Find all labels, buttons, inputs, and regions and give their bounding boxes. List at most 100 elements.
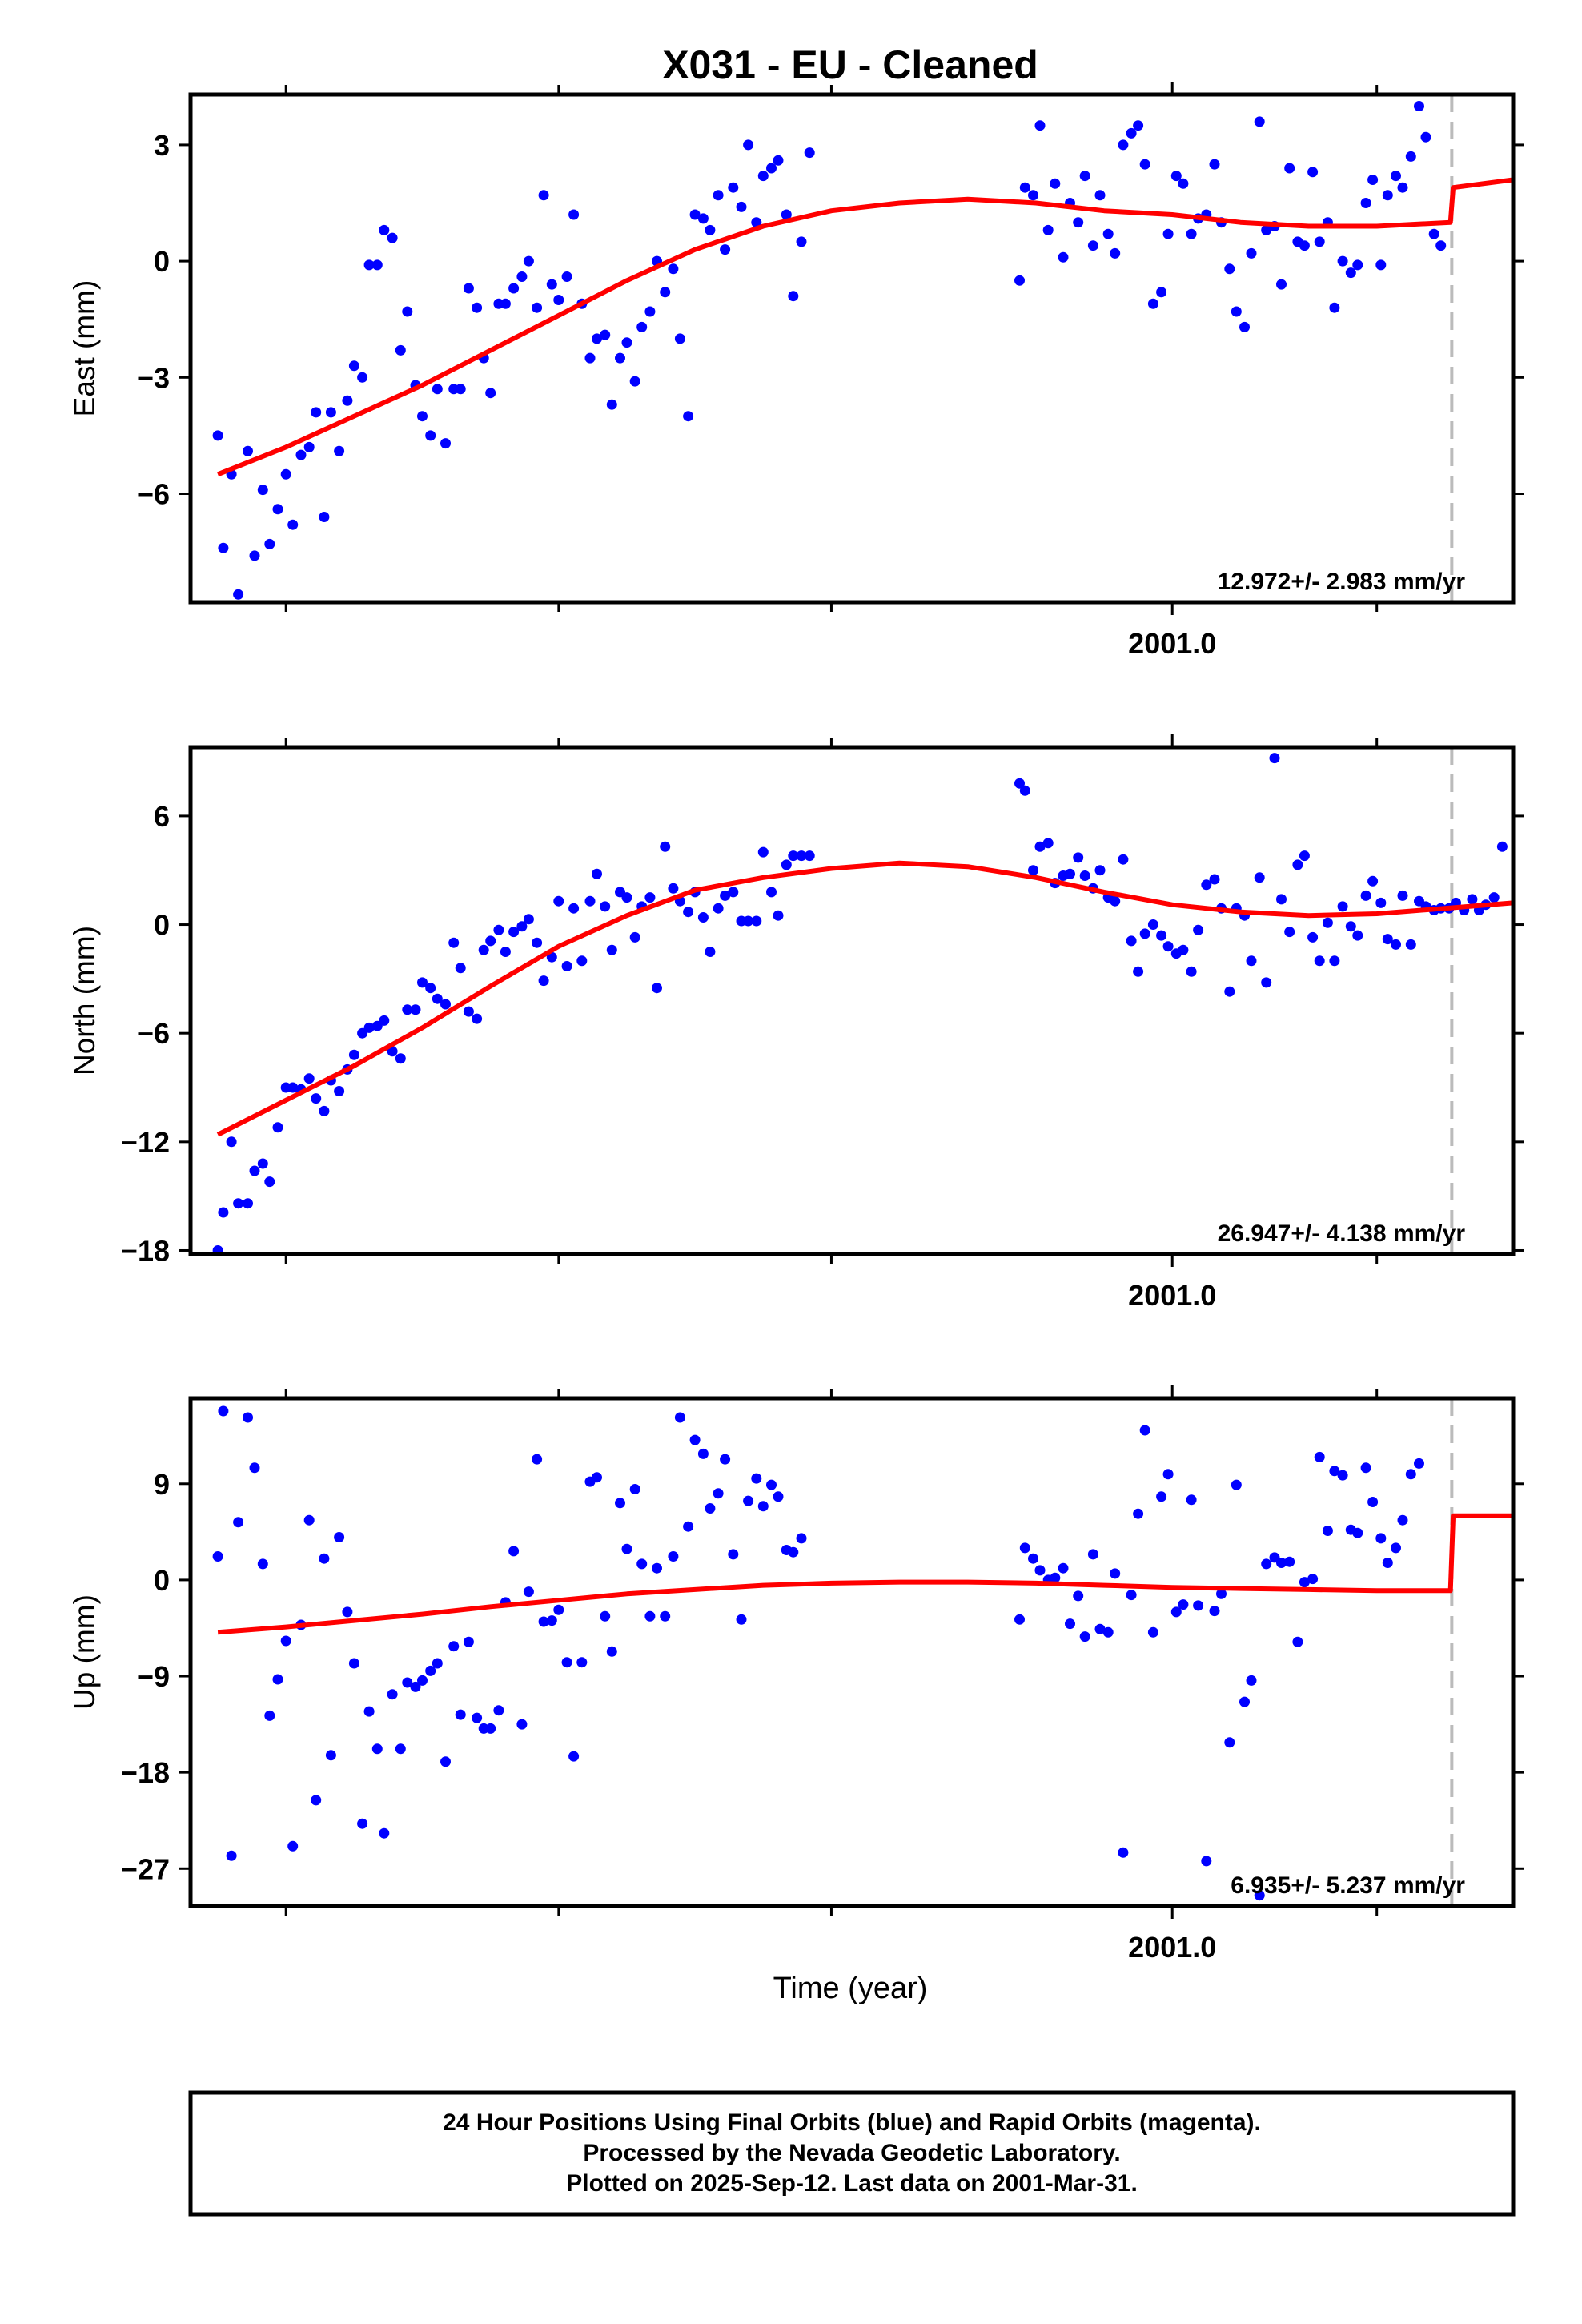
- data-point: [683, 907, 694, 918]
- data-point: [751, 1473, 762, 1484]
- data-point: [621, 337, 632, 348]
- plot-frame: [188, 1396, 1516, 1908]
- y-tick-label: −3: [137, 361, 170, 394]
- data-point: [523, 1586, 534, 1598]
- data-point: [334, 1532, 345, 1542]
- data-point: [1139, 1425, 1150, 1436]
- data-point: [1329, 1466, 1340, 1477]
- data-point: [713, 1488, 724, 1499]
- data-point: [1405, 1469, 1416, 1480]
- data-point: [1246, 955, 1257, 967]
- data-point: [402, 306, 413, 317]
- data-point: [1292, 1636, 1303, 1647]
- data-point: [342, 1606, 353, 1618]
- data-point: [804, 147, 815, 159]
- data-point: [1201, 879, 1212, 891]
- data-point: [212, 430, 223, 441]
- data-point: [1014, 275, 1025, 286]
- data-point: [629, 931, 640, 943]
- data-point: [1292, 859, 1303, 870]
- data-point: [652, 1562, 662, 1574]
- y-tick-label: −9: [137, 1660, 170, 1693]
- data-point: [1345, 921, 1356, 932]
- data-point: [1397, 182, 1408, 193]
- data-point: [455, 963, 466, 974]
- panel-up: 9 0 −9 −18 −27 2001.0 Up (mm) 6.935+/- 5.237 mm…: [68, 1385, 1524, 1964]
- data-point: [1307, 1574, 1319, 1585]
- data-point: [363, 1022, 375, 1033]
- data-point: [272, 1674, 283, 1685]
- data-point: [508, 1546, 520, 1557]
- data-point: [1420, 131, 1431, 143]
- data-point: [1050, 1572, 1061, 1583]
- data-point: [1110, 895, 1121, 907]
- data-point: [713, 903, 724, 914]
- data-point: [1186, 1494, 1197, 1506]
- data-point: [1254, 116, 1265, 127]
- data-point: [1186, 228, 1197, 239]
- data-point: [1375, 897, 1387, 908]
- data-point: [689, 1434, 701, 1445]
- data-point: [532, 1454, 543, 1465]
- x-tick-label: 2001.0: [1128, 627, 1216, 660]
- data-point: [636, 1558, 648, 1570]
- data-point: [440, 999, 451, 1010]
- data-point: [212, 1245, 223, 1254]
- data-point: [532, 302, 543, 313]
- data-point: [1028, 1553, 1038, 1564]
- data-point: [1162, 941, 1174, 952]
- data-point: [1139, 159, 1150, 170]
- data-point: [1019, 182, 1030, 193]
- data-point: [1239, 321, 1250, 332]
- data-point: [629, 376, 640, 387]
- data-point: [1360, 890, 1371, 901]
- data-point: [568, 209, 580, 220]
- data-point: [713, 190, 724, 201]
- data-point: [387, 232, 398, 243]
- chart-title: X031 - EU - Cleaned: [662, 42, 1038, 87]
- data-point: [463, 283, 474, 294]
- data-point: [233, 1517, 244, 1528]
- data-point: [568, 903, 580, 914]
- data-point: [568, 1751, 580, 1762]
- y-tick-label: −12: [121, 1126, 170, 1159]
- data-point: [478, 944, 489, 955]
- data-point: [705, 947, 716, 957]
- data-point: [516, 271, 528, 282]
- data-point: [472, 1712, 483, 1723]
- data-point: [1087, 240, 1098, 251]
- data-point: [516, 1719, 528, 1730]
- footer-line-2: Processed by the Nevada Geodetic Laborat…: [583, 2140, 1120, 2166]
- plot-frame: [188, 92, 1516, 605]
- data-point: [1147, 919, 1158, 930]
- data-point: [1435, 240, 1447, 251]
- data-point: [1170, 1606, 1182, 1618]
- data-point: [485, 1723, 496, 1734]
- data-point: [1034, 841, 1046, 852]
- data-point: [1133, 120, 1144, 131]
- data-point: [485, 388, 496, 399]
- data-point: [743, 1495, 754, 1506]
- data-point: [773, 910, 784, 921]
- data-point: [644, 1610, 656, 1622]
- data-point: [1178, 944, 1189, 955]
- data-point: [561, 1657, 572, 1668]
- data-point: [1178, 1599, 1189, 1610]
- data-point: [1224, 1737, 1235, 1748]
- data-point: [432, 1658, 443, 1669]
- data-point: [493, 924, 504, 935]
- data-point: [1367, 875, 1379, 887]
- data-layer: [212, 1398, 1513, 1906]
- data-point: [417, 411, 428, 422]
- data-point: [493, 1705, 504, 1716]
- data-point: [1367, 175, 1379, 185]
- data-point: [463, 1636, 474, 1647]
- data-point: [311, 1093, 322, 1104]
- data-point: [1276, 279, 1287, 290]
- model-line: [216, 177, 1513, 477]
- data-point: [1254, 1890, 1265, 1901]
- data-point: [1094, 1623, 1106, 1634]
- data-point: [606, 399, 617, 410]
- data-point: [1246, 1675, 1257, 1686]
- data-point: [303, 1073, 315, 1084]
